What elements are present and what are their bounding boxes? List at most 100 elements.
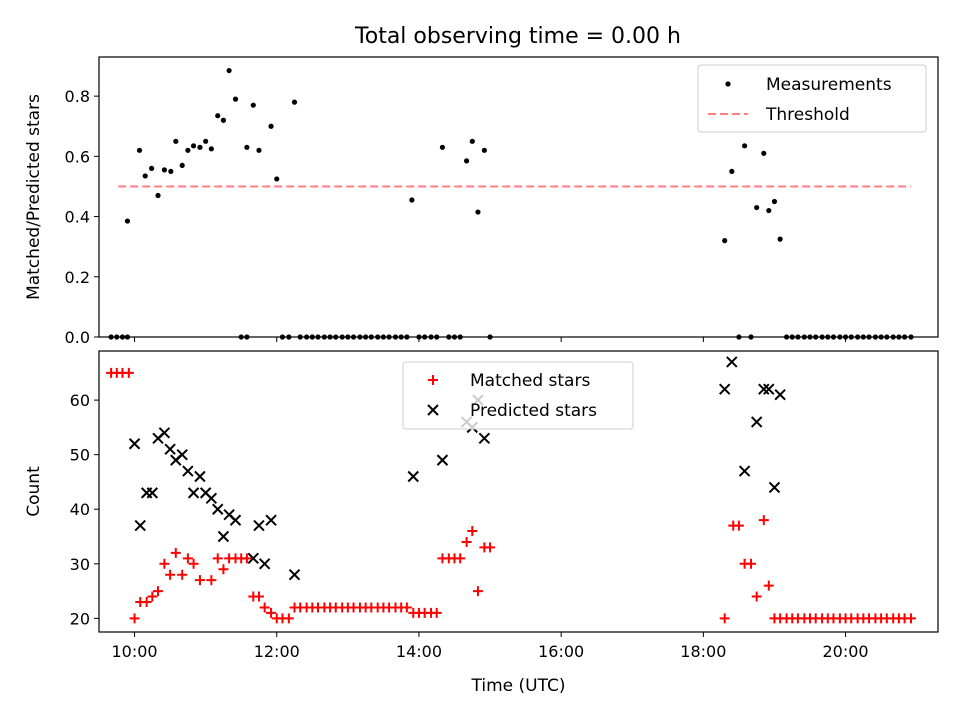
- y-tick-label: 20: [70, 609, 90, 628]
- matched-star-point: [467, 526, 478, 537]
- legend-matched-label: Matched stars: [470, 371, 590, 391]
- measurement-point: [771, 198, 778, 205]
- measurement-point: [161, 167, 168, 173]
- predicted-star-point: [247, 552, 259, 565]
- predicted-star-point: [205, 492, 218, 505]
- predicted-star-point: [229, 514, 242, 526]
- legend-threshold-label: Threshold: [765, 105, 850, 125]
- legend-box: [402, 361, 634, 430]
- y-tick-label: 30: [70, 555, 90, 574]
- measurement-point: [173, 138, 179, 144]
- measurement-point: [463, 158, 470, 164]
- x-tick-label: 18:00: [680, 642, 726, 661]
- legend-measurements: Measurements Threshold: [697, 64, 927, 133]
- y-tick-label: 0.4: [65, 208, 90, 227]
- measurement-point: [149, 165, 155, 171]
- matched-star-point: [283, 613, 294, 624]
- legend-matched-marker: [428, 375, 438, 385]
- predicted-star-point: [288, 569, 301, 581]
- measurement-point: [722, 238, 728, 244]
- matched-star-point: [431, 607, 442, 618]
- matched-star-point: [472, 586, 483, 597]
- matched-star-point: [218, 564, 229, 575]
- plot-frame: [98, 350, 939, 633]
- measurement-point: [274, 176, 280, 182]
- measurement-point: [215, 113, 221, 119]
- predicted-star-point: [258, 558, 271, 570]
- matched-star-point: [206, 575, 217, 586]
- y-tick-label: 60: [70, 391, 90, 410]
- predicted-star-point: [176, 448, 188, 461]
- matched-star-point: [188, 558, 199, 569]
- legend-counts: Matched stars Predicted stars: [402, 361, 634, 430]
- measurement-point: [185, 147, 191, 153]
- matched-star-point: [147, 591, 158, 602]
- measurement-point: [291, 99, 298, 105]
- measurement-point: [244, 144, 250, 150]
- predicted-star-point: [128, 438, 141, 450]
- predicted-star-point: [763, 383, 775, 395]
- matched-star-point: [905, 613, 916, 624]
- measurement-point: [142, 173, 148, 179]
- predicted-star-point: [146, 487, 159, 499]
- measurement-point: [179, 162, 185, 168]
- measurement-point: [729, 168, 735, 175]
- matched-star-point: [733, 520, 744, 531]
- matched-star-point: [253, 591, 264, 602]
- matched-star-point: [153, 586, 164, 597]
- bottom-panel-count-chart: 20 30 40 50 60 10:00 12:00 14:00 16:00 18:00 20:00…: [24, 350, 939, 696]
- plot-frame: [98, 56, 939, 338]
- legend-box: [697, 64, 927, 133]
- measurement-point: [155, 192, 161, 199]
- y-tick-label: 50: [70, 446, 90, 465]
- y-tick-label: 0.2: [65, 268, 90, 287]
- predicted-star-point: [750, 416, 763, 428]
- predicted-star-point: [718, 383, 731, 395]
- matched-star-point: [141, 596, 152, 607]
- measurement-point: [439, 144, 446, 150]
- measurement-point: [203, 138, 209, 144]
- measurement-point: [124, 218, 131, 224]
- matched-star-point: [241, 553, 252, 564]
- measurement-point: [256, 147, 262, 153]
- matched-star-point: [129, 613, 140, 624]
- predicted-star-point: [738, 465, 751, 477]
- matched-star-point: [182, 553, 193, 564]
- figure-title: Total observing time = 0.00 h: [354, 24, 681, 49]
- matched-star-point: [751, 591, 762, 602]
- x-tick-label: 14:00: [396, 642, 442, 661]
- y-axis-label: Matched/Predicted stars: [24, 94, 44, 300]
- x-tick-label: 12:00: [254, 642, 300, 661]
- legend-measurements-label: Measurements: [766, 75, 892, 95]
- predicted-star-point: [265, 514, 277, 526]
- matched-star-point: [170, 547, 181, 558]
- matched-star-point: [758, 515, 769, 526]
- measurement-point: [481, 147, 487, 153]
- predicted-star-point: [774, 388, 786, 401]
- top-panel-ratio-chart: 0.0 0.2 0.4 0.6 0.8 Matched/Predicted stars Me…: [24, 56, 939, 347]
- predicted-star-point: [217, 530, 230, 543]
- matched-star-point: [763, 580, 774, 591]
- measurement-point: [475, 209, 481, 215]
- predicted-star-point: [478, 432, 491, 445]
- x-tick-label: 10:00: [111, 642, 157, 661]
- x-tick-label: 20:00: [823, 642, 869, 661]
- predicted-star-point: [436, 454, 449, 466]
- predicted-star-point: [407, 470, 419, 483]
- legend-predicted-label: Predicted stars: [470, 401, 597, 421]
- matched-star-point: [401, 602, 412, 613]
- measurement-point: [168, 168, 174, 175]
- legend-predicted-marker: [427, 404, 439, 416]
- matched-star-point: [719, 613, 730, 624]
- measurement-point: [136, 147, 143, 153]
- predicted-star-point: [726, 356, 738, 368]
- measurement-point: [469, 138, 475, 144]
- measurement-point: [268, 123, 274, 129]
- measurement-point: [232, 96, 239, 102]
- measurement-point: [777, 236, 783, 242]
- matched-star-point: [123, 367, 134, 378]
- matched-star-point: [461, 536, 472, 547]
- matched-star-point: [266, 607, 277, 618]
- measurement-point: [226, 67, 232, 74]
